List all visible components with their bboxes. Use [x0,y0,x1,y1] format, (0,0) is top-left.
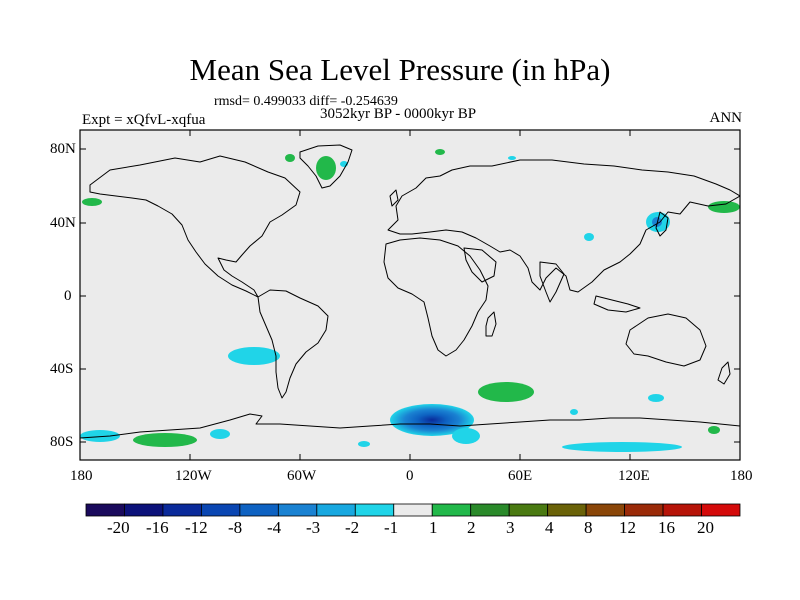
green-patch-svalbard [435,149,445,155]
cb-label-15: 20 [697,518,714,537]
period-text: 3052kyr BP - 0000kyr BP [320,106,477,122]
lon-tick-180w: 180 [70,468,93,484]
green-patch-greenland [316,156,336,180]
colorbar-box-7 [354,503,395,517]
lon-tick-60e: 60E [508,468,533,484]
lon-tick-0: 0 [406,468,414,484]
cyan-patch-southern-ocean-2 [452,428,480,444]
cyan-patch-atlantic [584,233,594,241]
cyan-patch-antarctic-pen [210,429,230,439]
coast-antarctica [80,413,740,439]
lon-tick-120w: 120W [175,468,212,484]
cyan-patch-antarctic-coast [80,430,120,442]
cyan-patch-barents [508,156,516,160]
anomaly-shading [80,149,740,452]
colorbar-box-10 [470,503,510,517]
colorbar-box-6 [316,503,356,517]
lon-tick-120e: 120E [618,468,650,484]
green-patch-arctic [285,154,295,162]
map-title: Mean Sea Level Pressure (in hPa) [189,52,611,87]
cb-label-2: -12 [185,518,208,537]
axis-ticks [79,130,741,460]
cyan-patch-southern-mid [570,409,578,415]
cb-label-0: -20 [107,518,130,537]
lat-tick-40n: 40N [50,215,76,231]
colorbar-box-8 [393,503,433,517]
coast-japan [655,211,669,237]
coast-indonesia [593,295,641,313]
lat-tick-0: 0 [64,288,72,304]
cyan-patch-east-antarctic [562,442,682,452]
lon-tick-180e: 180 [730,468,753,484]
coast-south-america [257,289,329,399]
cb-label-4: -4 [267,518,282,537]
green-patch-indian-ocean [478,382,534,402]
map-background [80,130,740,460]
coast-africa [383,237,489,357]
colorbar-box-5 [277,503,318,517]
coast-greenland [299,144,353,189]
coast-europe-asia [387,159,740,293]
colorbar-box-4 [239,503,279,517]
colorbar-box-12 [547,503,587,517]
colorbar-box-2 [162,503,202,517]
coastlines [80,144,740,439]
cb-label-6: -2 [345,518,360,537]
cyan-patch-indian-south [648,394,664,402]
experiment-label: Expt = xQfvL-xqfua [82,112,206,128]
colorbar-box-11 [508,503,549,517]
cb-label-1: -16 [146,518,169,537]
colorbar-box-9 [431,503,472,517]
cb-label-7: -1 [384,518,399,537]
coast-uk [389,189,399,207]
coast-arabia [463,247,497,283]
cb-label-8: 1 [429,518,438,537]
cb-label-14: 16 [658,518,675,537]
stats-text: rmsd= 0.499033 diff= -0.254639 [214,94,398,109]
colorbar-box-16 [701,503,741,517]
lat-tick-40s: 40S [50,361,74,377]
cb-label-5: -3 [306,518,321,537]
coast-australia [625,313,707,367]
cb-label-12: 8 [584,518,593,537]
colorbar-box-1 [124,503,164,517]
coast-madagascar [485,311,497,337]
colorbar-box-3 [201,503,241,517]
lat-tick-80s: 80S [50,434,74,450]
green-patch-antarctic-e [708,426,720,434]
green-patch-antarctic-w [133,433,197,447]
coast-india [539,261,565,303]
colorbar [85,503,741,517]
green-patch-atlantic [82,198,102,206]
cyan-patch-southern-ocean [390,404,474,436]
coast-new-zealand [717,361,731,385]
season-label: ANN [709,110,743,126]
colorbar-box-15 [662,503,702,517]
green-patch-npacific [708,201,740,213]
cyan-patch-weddell [358,441,370,447]
lat-tick-80n: 80N [50,141,76,157]
cb-label-3: -8 [228,518,243,537]
colorbar-box-13 [585,503,625,517]
cb-label-11: 4 [545,518,554,537]
coast-north-america [89,155,301,298]
colorbar-box-14 [624,503,664,517]
cb-label-13: 12 [619,518,636,537]
colorbar-box-0 [85,503,125,517]
lon-tick-60w: 60W [287,468,317,484]
cb-label-10: 3 [506,518,515,537]
cb-label-9: 2 [467,518,476,537]
cyan-patch-se-pacific [228,347,280,365]
